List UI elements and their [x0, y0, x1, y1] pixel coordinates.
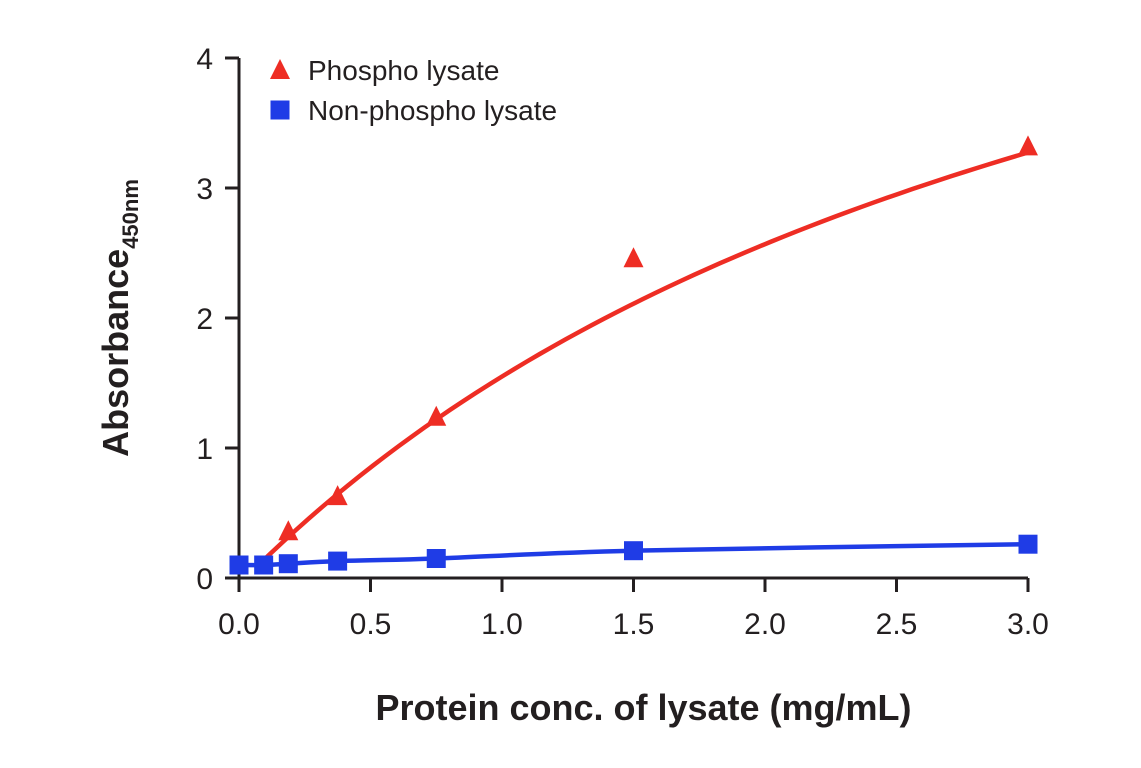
x-tick-label: 2.5	[876, 608, 918, 641]
y-axis-title-subscript: 450nm	[118, 179, 143, 249]
x-axis-title: Protein conc. of lysate (mg/mL)	[375, 687, 911, 728]
data-point-series-1	[328, 551, 348, 571]
y-axis-title: Absorbance450nm	[95, 179, 143, 457]
x-tick-label: 3.0	[1007, 608, 1049, 641]
y-axis-title-main: Absorbance	[95, 249, 136, 457]
x-tick-label: 0.5	[350, 608, 392, 641]
legend-marker-series-1	[270, 100, 290, 120]
data-point-series-1	[426, 549, 446, 568]
x-tick-label: 0.0	[218, 608, 260, 641]
data-point-series-1	[624, 541, 643, 561]
data-point-series-1	[1018, 534, 1038, 554]
y-tick-label: 2	[196, 303, 213, 336]
legend-marker-series-0	[270, 59, 290, 79]
y-tick-label: 4	[196, 43, 213, 76]
axes: 0 1 2 3 4 0.0 0.5 1.0 1.5 2.0 2.5 3.0	[196, 43, 1049, 641]
x-tick-label: 1.5	[613, 608, 655, 641]
data-point-series-0	[327, 485, 348, 506]
data-markers	[229, 135, 1038, 575]
y-tick-label: 1	[196, 433, 213, 466]
data-point-series-1	[278, 554, 298, 574]
data-point-series-1	[254, 555, 274, 575]
fit-curve-series-0	[255, 150, 1031, 569]
data-point-series-0	[426, 405, 447, 426]
y-tick-label: 0	[196, 563, 213, 596]
legend: Phospho lysate Non-phospho lysate	[270, 55, 557, 126]
y-tick-label: 3	[196, 173, 213, 206]
data-point-series-0	[1018, 135, 1038, 156]
data-point-series-0	[278, 520, 299, 541]
legend-label-series-0: Phospho lysate	[308, 55, 499, 86]
fit-curves	[236, 150, 1031, 569]
data-point-series-1	[229, 555, 249, 575]
x-tick-label: 2.0	[744, 608, 786, 641]
x-tick-label: 1.0	[481, 608, 523, 641]
data-point-series-0	[623, 247, 644, 268]
legend-label-series-1: Non-phospho lysate	[308, 95, 557, 126]
